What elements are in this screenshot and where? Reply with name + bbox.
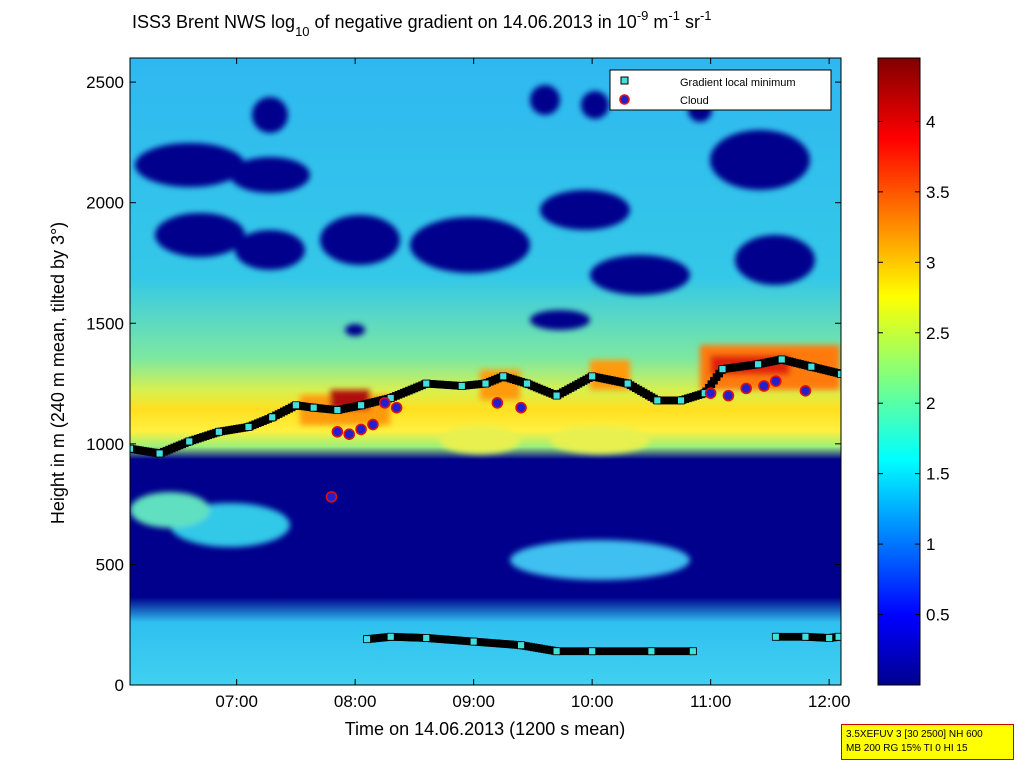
info-line-2: MB 200 RG 15% TI 0 HI 15	[846, 743, 968, 754]
gradient-min-point	[422, 634, 431, 642]
gradient-min-point	[834, 632, 841, 641]
gradient-min-point	[333, 406, 342, 414]
gradient-min-point	[647, 647, 656, 656]
colorbar-tick-label: 0.5	[926, 606, 950, 625]
legend-label-gradient-min: Gradient local minimum	[680, 77, 796, 89]
plot-frame	[129, 57, 842, 686]
cloud-marker	[758, 380, 770, 392]
y-tick-label: 1000	[86, 435, 124, 454]
gradient-min-point	[214, 427, 223, 436]
y-axis: 0 500 1000 1500 2000 2500	[86, 73, 841, 695]
gradient-min-point	[653, 396, 662, 405]
gradient-min-point	[244, 423, 253, 431]
gradient-min-point	[552, 391, 561, 400]
gradient-min-point	[357, 401, 365, 410]
gradient-min-point	[837, 370, 841, 378]
cloud-marker	[770, 375, 782, 387]
cloud-marker	[515, 401, 527, 414]
y-tick-label: 1500	[86, 314, 124, 333]
cloud-marker	[325, 491, 338, 503]
colorbar-tick-label: 3	[926, 253, 935, 272]
cloud-marker	[331, 425, 344, 438]
gradient-min-point	[457, 382, 466, 390]
series-layer	[130, 355, 841, 656]
y-tick-label: 0	[115, 676, 124, 695]
cloud-marker	[491, 397, 504, 409]
colorbar-tick-label: 2.5	[926, 324, 950, 343]
gradient-min-point	[623, 379, 632, 388]
gradient-min-point	[771, 632, 780, 641]
gradient-min-point	[268, 413, 277, 422]
gradient-min-point	[363, 635, 371, 644]
gradient-min-point	[185, 437, 194, 446]
gradient-min-point	[807, 362, 816, 371]
colorbar-tick-label: 4	[926, 112, 935, 131]
colorbar-tick-label: 1.5	[926, 465, 950, 484]
x-axis-label: Time on 14.06.2013 (1200 s mean)	[345, 719, 626, 739]
gradient-min-point	[718, 365, 727, 373]
cloud-marker	[343, 428, 356, 441]
cloud-marker	[704, 387, 717, 400]
colorbar-axis: 0.5 1 1.5 2 2.5 3 3.5 4	[878, 112, 950, 625]
colorbar-tick-label: 3.5	[926, 183, 950, 202]
cloud-marker	[378, 397, 391, 409]
cloud-marker	[355, 423, 367, 436]
gradient-min-point	[130, 444, 134, 453]
gradient-min-point	[677, 396, 685, 405]
x-tick-label: 12:00	[808, 692, 851, 711]
gradient-min-point	[499, 372, 508, 381]
cloud-marker	[740, 382, 753, 395]
x-tick-label: 07:00	[215, 692, 258, 711]
y-axis-label: Height in m (240 m mean, tilted by 3°)	[48, 222, 68, 524]
series-2	[771, 632, 841, 642]
colorbar-tick-label: 1	[926, 535, 935, 554]
series-3	[325, 375, 812, 503]
x-tick-label: 11:00	[690, 692, 731, 711]
legend-label-cloud: Cloud	[680, 95, 709, 107]
legend-marker-gradient-min	[620, 76, 629, 85]
series-1	[363, 632, 697, 656]
x-axis: 07:00 08:00 09:00 10:00 11:00 12:00	[215, 58, 850, 711]
cloud-marker	[799, 384, 812, 397]
gradient-min-point	[517, 641, 525, 650]
gradient-min-point	[688, 647, 697, 656]
legend: Gradient local minimum Cloud	[609, 69, 832, 111]
y-tick-label: 500	[96, 555, 124, 574]
gradient-min-point	[291, 401, 300, 410]
cloud-marker	[390, 401, 403, 414]
colorbar-tick-label: 2	[926, 394, 935, 413]
x-tick-label: 09:00	[452, 692, 495, 711]
gradient-min-point	[481, 379, 490, 388]
info-line-1: 3.5XEFUV 3 [30 2500] NH 600	[846, 729, 983, 740]
gradient-min-point	[469, 637, 478, 646]
series-0	[130, 355, 841, 458]
cloud-marker	[367, 418, 379, 431]
gradient-min-point	[754, 360, 762, 369]
gradient-min-point	[825, 634, 834, 642]
gradient-min-point	[801, 632, 810, 641]
gradient-min-point	[309, 403, 318, 412]
y-tick-label: 2000	[86, 194, 124, 213]
cloud-marker	[722, 389, 735, 402]
gradient-min-point	[777, 355, 786, 364]
y-tick-label: 2500	[86, 73, 124, 92]
gradient-min-point	[552, 647, 561, 656]
x-tick-label: 10:00	[571, 692, 614, 711]
legend-marker-cloud	[619, 94, 630, 105]
gradient-min-point	[422, 379, 431, 388]
x-tick-label: 08:00	[334, 692, 377, 711]
colorbar	[877, 57, 921, 686]
info-box: 3.5XEFUV 3 [30 2500] NH 600 MB 200 RG 15…	[841, 724, 1014, 760]
gradient-min-point	[588, 647, 597, 656]
gradient-min-point	[588, 372, 597, 381]
gradient-min-point	[386, 632, 395, 641]
gradient-min-point	[523, 379, 531, 388]
chart-title: ISS3 Brent NWS log10 of negative gradien…	[132, 8, 712, 39]
gradient-min-point	[155, 449, 164, 458]
